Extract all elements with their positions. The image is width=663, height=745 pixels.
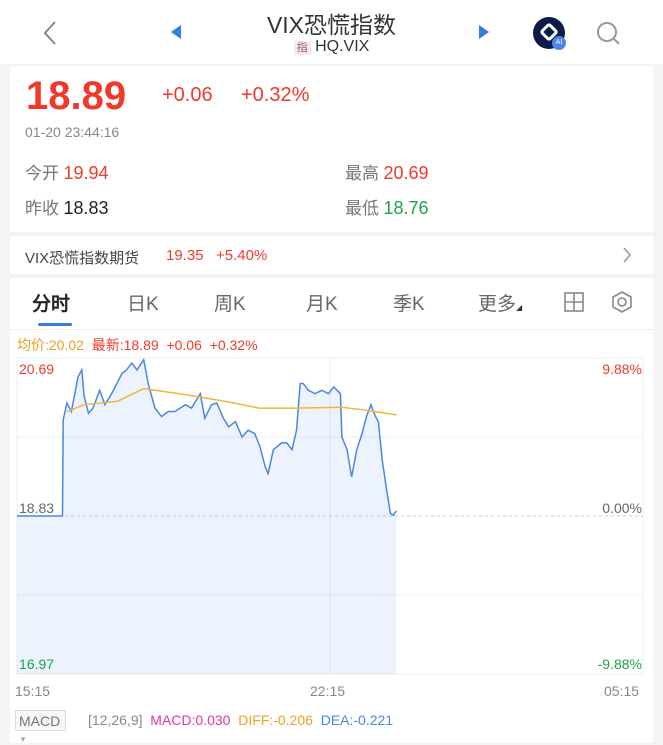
index-badge: 指 xyxy=(293,41,311,55)
chevron-right-icon xyxy=(623,247,632,263)
quote-panel: 18.89 +0.06 +0.32% 01-20 23:44:16 今开 19.… xyxy=(10,66,653,232)
search-icon[interactable] xyxy=(596,21,622,47)
indicator-selector[interactable]: MACD ▼ xyxy=(15,710,66,744)
chart-panel xyxy=(10,278,653,743)
dropdown-icon: ◢ xyxy=(516,303,523,312)
prev-stock-icon[interactable] xyxy=(170,24,182,40)
y-label-pct-zero: 0.00% xyxy=(602,500,642,516)
avg-price: 均价:20.02 xyxy=(17,337,84,353)
x-tick-label: 15:15 xyxy=(15,683,51,699)
back-icon[interactable] xyxy=(42,20,58,46)
code-text: HQ.VIX xyxy=(315,38,370,55)
quote-time: 01-20 23:44:16 xyxy=(25,124,120,140)
y-label-prev-close: 18.83 xyxy=(19,500,54,516)
tab-daily-k[interactable]: 日K xyxy=(127,294,159,315)
macd-value: MACD:0.030 xyxy=(150,712,231,728)
tab-weekly-k[interactable]: 周K xyxy=(214,294,246,315)
layout-grid-icon[interactable] xyxy=(563,291,585,313)
header: VIX恐慌指数 指 HQ.VIX AI xyxy=(0,0,663,64)
low-field: 最低 18.76 xyxy=(345,198,429,218)
avg-price-line xyxy=(66,387,397,416)
y-label-low: 16.97 xyxy=(19,656,54,672)
tab-monthly-k[interactable]: 月K xyxy=(306,294,338,315)
price-area xyxy=(17,359,397,674)
ai-assistant-button[interactable]: AI xyxy=(533,17,566,50)
price-change: +0.06 xyxy=(162,84,213,106)
macd-info: [12,26,9] MACD:0.030 DIFF:-0.206 DEA:-0.… xyxy=(88,712,393,728)
tab-intraday[interactable]: 分时 xyxy=(32,294,71,315)
tab-quarterly-k[interactable]: 季K xyxy=(393,294,425,315)
y-label-pct-low: -9.88% xyxy=(598,656,642,672)
open-field: 今开 19.94 xyxy=(25,163,109,183)
active-tab-indicator xyxy=(38,323,72,326)
x-tick-label: 22:15 xyxy=(310,683,346,699)
tab-more[interactable]: 更多◢ xyxy=(478,294,523,315)
futures-label: VIX恐慌指数期货 xyxy=(25,250,140,267)
stock-code: 指 HQ.VIX xyxy=(0,38,663,56)
page-title: VIX恐慌指数 xyxy=(266,12,397,38)
y-label-high: 20.69 xyxy=(19,361,54,377)
diff-value: DIFF:-0.206 xyxy=(238,712,313,728)
ai-badge: AI xyxy=(552,36,566,50)
futures-change: +5.40% xyxy=(216,247,268,264)
next-stock-icon[interactable] xyxy=(478,24,490,40)
chart-info-line: 均价:20.02 最新:18.89 +0.06 +0.32% xyxy=(17,335,258,355)
last-price: 18.89 xyxy=(26,74,127,118)
futures-row[interactable]: VIX恐慌指数期货 19.35 +5.40% xyxy=(10,236,653,274)
futures-price: 19.35 xyxy=(166,247,204,264)
divider xyxy=(10,329,653,330)
info-change: +0.06 xyxy=(166,337,202,353)
y-label-pct-high: 9.88% xyxy=(602,361,642,377)
macd-params: [12,26,9] xyxy=(88,712,143,728)
latest-price: 最新:18.89 xyxy=(91,337,159,353)
high-field: 最高 20.69 xyxy=(345,163,429,183)
dea-value: DEA:-0.221 xyxy=(320,712,394,728)
settings-icon[interactable] xyxy=(610,290,634,314)
prev-close-field: 昨收 18.83 xyxy=(25,198,109,218)
x-tick-label: 05:15 xyxy=(604,683,640,699)
info-change-pct: +0.32% xyxy=(209,337,258,353)
price-change-pct: +0.32% xyxy=(241,84,310,106)
